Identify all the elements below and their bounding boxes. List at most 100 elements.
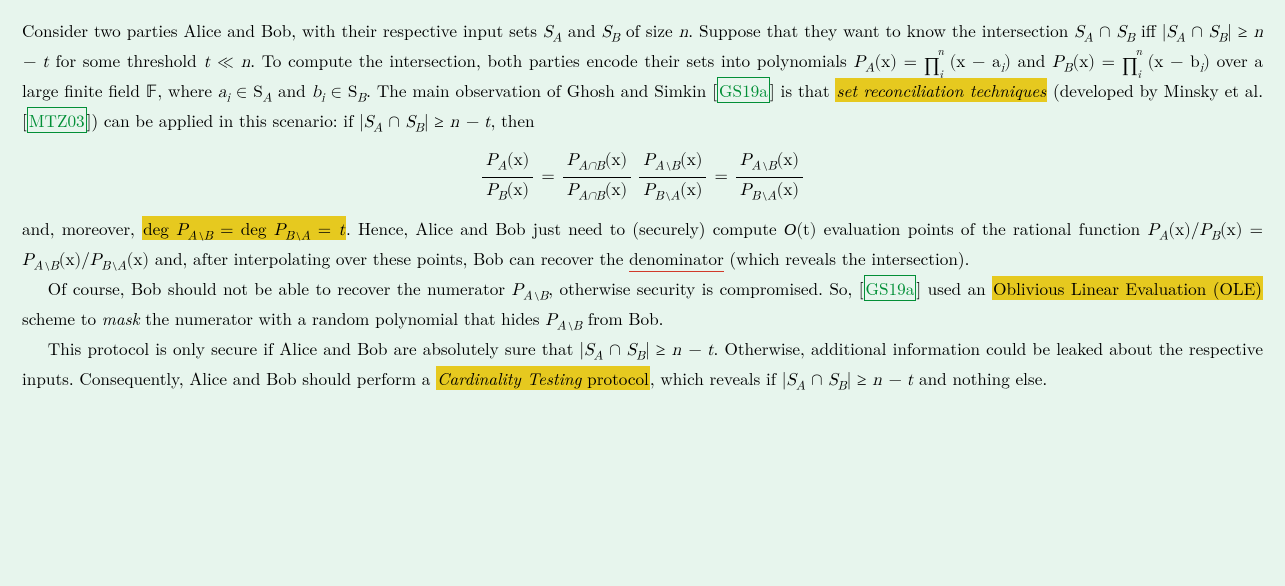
- math-var: P: [643, 152, 655, 169]
- text: (developed by Minsky et al.: [1047, 78, 1263, 102]
- equation-block: PA(x) PB(x) = PA∩B(x) PA∩B(x) PA∖B(x) PB…: [22, 146, 1263, 206]
- text: from Bob.: [582, 306, 663, 330]
- text: and: [1011, 48, 1052, 72]
- math-sub: A: [1084, 32, 1093, 44]
- math-var: S: [627, 342, 637, 359]
- math-expr: (x − b: [1148, 54, 1200, 71]
- math-op: =: [213, 216, 241, 240]
- text: . To compute the intersection, both part…: [250, 48, 853, 72]
- text: . Suppose that they want to know the int…: [688, 18, 1074, 42]
- math-sub: A∩B: [578, 191, 604, 203]
- math-var: P: [1052, 54, 1064, 71]
- highlight-ole: Oblivious Linear Evaluation (OLE): [992, 276, 1263, 300]
- math-var: P: [1199, 222, 1211, 239]
- math-var: n: [679, 24, 689, 41]
- text: | ≥: [847, 366, 873, 390]
- math-expr: n − t: [872, 372, 913, 389]
- citation-gs19a[interactable]: GS19a: [717, 77, 770, 103]
- math-arg: (x): [777, 182, 799, 199]
- math-op: ∈ S: [230, 84, 263, 101]
- math-sub: B: [1211, 231, 1220, 243]
- math-sub: B∖A: [655, 191, 680, 203]
- highlight-italic: Cardinality Testing: [437, 366, 581, 390]
- text: of size: [620, 18, 679, 42]
- math-var: P: [1147, 222, 1159, 239]
- math-sub: A: [796, 381, 805, 393]
- math-var: S: [828, 372, 838, 389]
- text: Consider two parties Alice and Bob, with…: [22, 18, 543, 42]
- text: , otherwise security is compromised. So,: [548, 276, 858, 300]
- math-var: P: [740, 182, 752, 199]
- prod-lower: i: [939, 66, 943, 82]
- citation-mtz03[interactable]: MTZ03: [27, 107, 87, 133]
- math-arg: (x): [605, 152, 627, 169]
- math-arg: (x): [507, 152, 529, 169]
- math-sub: A: [553, 32, 562, 44]
- math-var: P: [740, 152, 752, 169]
- fraction-1: PA(x) PB(x): [482, 149, 533, 206]
- math-sub: B∖A: [102, 261, 127, 273]
- math-var: P: [567, 152, 579, 169]
- math-arg: (x): [127, 252, 149, 269]
- text: , which reveals if |: [650, 366, 787, 390]
- fraction-4: PA∖B(x) PB∖A(x): [736, 149, 803, 206]
- math-op: =: [311, 216, 339, 240]
- text: | ≥: [645, 336, 672, 360]
- math-op: ≪: [210, 54, 241, 71]
- text: This protocol is only secure if Alice an…: [48, 336, 584, 360]
- math-op: ∩: [805, 372, 828, 389]
- math-sub: A: [498, 161, 507, 173]
- math-var: t: [338, 222, 345, 239]
- citation-gs19a-2[interactable]: GS19a: [864, 275, 917, 301]
- math-var: S: [1074, 24, 1084, 41]
- fraction-3: PA∖B(x) PB∖A(x): [639, 149, 706, 206]
- equals-icon: =: [714, 165, 727, 189]
- text: (which reveals the intersection).: [724, 246, 970, 270]
- math-var: P: [567, 182, 579, 199]
- prod-lower: i: [1137, 66, 1141, 82]
- math-var: S: [602, 24, 612, 41]
- highlight-cardinality-testing: Cardinality Testing protocol: [436, 366, 650, 390]
- italic-mask: mask: [102, 306, 140, 330]
- paragraph-4: This protocol is only secure if Alice an…: [22, 336, 1263, 396]
- text: | ≥: [1227, 18, 1253, 42]
- text: and: [272, 78, 312, 102]
- math-arg: (t): [796, 222, 816, 239]
- math-sub: B: [357, 93, 366, 105]
- math-arg: (x): [680, 152, 702, 169]
- math-op: deg: [143, 216, 176, 240]
- math-arg: (x): [605, 182, 627, 199]
- math-var: S: [584, 342, 594, 359]
- math-sub: A∖B: [188, 231, 213, 243]
- text: , then: [491, 108, 535, 132]
- math-op: (x) =: [1073, 54, 1122, 71]
- text: iff |: [1135, 18, 1167, 42]
- math-var: S: [1209, 24, 1219, 41]
- math-expr: n − t: [450, 114, 491, 131]
- math-var: P: [486, 182, 498, 199]
- paragraph-3: Of course, Bob should not be able to rec…: [22, 276, 1263, 336]
- math-op: (x) =: [874, 54, 923, 71]
- math-sub: B: [498, 191, 507, 203]
- math-op: (x)/: [1168, 222, 1199, 239]
- text: ) can be applied in this scenario: if |: [91, 108, 363, 132]
- math-var: P: [853, 54, 865, 71]
- math-expr: n − t: [672, 342, 714, 359]
- math-sub: B: [1218, 32, 1227, 44]
- text: and, moreover,: [22, 216, 142, 240]
- math-sub: A∖B: [557, 321, 582, 333]
- text: the numerator with a random polynomial t…: [140, 306, 546, 330]
- math-op: ): [1203, 54, 1210, 71]
- math-var: P: [643, 182, 655, 199]
- math-expr: (x − a: [950, 54, 1001, 71]
- text: and: [562, 18, 602, 42]
- math-var: S: [406, 114, 416, 131]
- math-op: (x)/: [59, 252, 90, 269]
- math-var: S: [1117, 24, 1127, 41]
- paragraph-1: Consider two parties Alice and Bob, with…: [22, 18, 1263, 138]
- math-var: n: [241, 54, 251, 71]
- math-var: P: [545, 312, 557, 329]
- math-sub: A: [594, 351, 603, 363]
- math-var: S: [1167, 24, 1177, 41]
- text: scheme to: [22, 306, 102, 330]
